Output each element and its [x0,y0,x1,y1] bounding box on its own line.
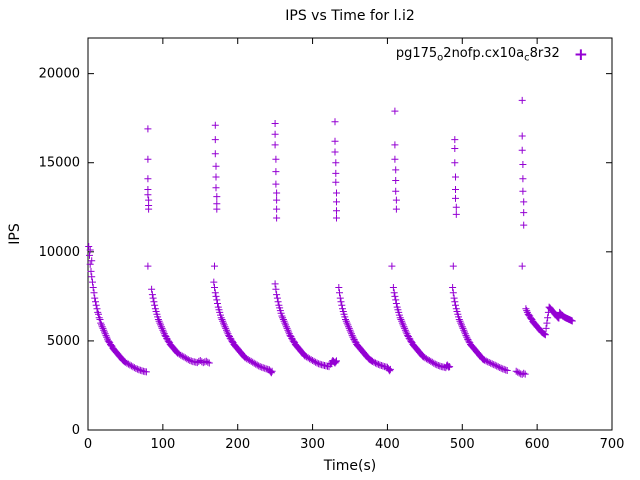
legend-series-label: pg175o2nofp.cx10ac8r32 [395,46,560,64]
x-tick-label: 100 [150,437,175,452]
scatter-points [85,96,576,378]
x-tick-label: 600 [525,437,550,452]
x-tick-label: 200 [225,437,250,452]
x-axis-label: Time(s) [323,458,377,474]
y-tick-label: 15000 [39,156,80,171]
legend: pg175o2nofp.cx10ac8r32 + [396,46,588,64]
y-axis-label: IPS [7,223,23,245]
x-tick-label: 400 [375,437,400,452]
x-tick-label: 300 [300,437,325,452]
x-tick-label: 700 [600,437,625,452]
x-tick-label: 0 [84,437,92,452]
y-tick-label: 20000 [39,67,80,82]
y-tick-label: 0 [72,423,80,438]
y-tick-label: 10000 [39,245,80,260]
plus-marker-icon: + [573,44,588,65]
x-tick-label: 500 [450,437,475,452]
chart-title: IPS vs Time for l.i2 [285,8,415,24]
y-tick-label: 5000 [47,334,80,349]
